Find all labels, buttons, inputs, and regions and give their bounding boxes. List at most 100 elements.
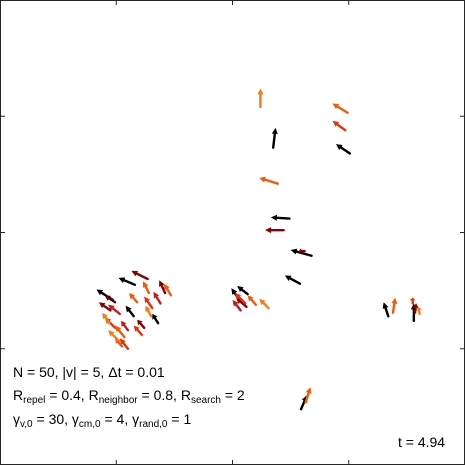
agent-arrow-head-8 [290, 248, 298, 255]
agent-arrow-head-45 [412, 303, 419, 308]
agent-arrow-39 [237, 285, 249, 296]
agent-arrow-shaft-27 [146, 309, 153, 318]
gamma-rand-symbol: γ [132, 411, 140, 427]
agent-arrow-shaft-33 [131, 295, 139, 304]
agent-arrow-head-32 [152, 313, 158, 320]
r-repel-value: = 0.4, [45, 387, 89, 403]
agent-arrow-10 [284, 275, 302, 285]
agent-arrow-40 [232, 299, 242, 312]
agent-arrow-shaft-1 [271, 132, 277, 149]
agent-arrow-shaft-41 [384, 306, 390, 318]
agent-arrow-shaft-39 [240, 288, 249, 296]
agent-arrow-head-31 [163, 283, 170, 291]
agent-arrow-25 [133, 325, 144, 336]
agent-arrow-head-3 [332, 103, 340, 110]
agent-arrow-23 [125, 305, 135, 318]
agent-arrow-30 [159, 280, 167, 295]
agent-arrow-head-39 [237, 285, 244, 293]
gamma-cm-symbol: γ [71, 411, 79, 427]
agent-arrow-15 [108, 304, 121, 316]
r-search-subscript: search [190, 395, 221, 406]
agent-arrow-shaft-21 [117, 340, 124, 348]
agent-arrow-41 [382, 302, 390, 318]
agent-arrow-24 [137, 319, 146, 330]
agent-arrow-0 [257, 88, 264, 109]
agent-arrow-head-19 [120, 320, 127, 327]
agent-arrow-head-27 [145, 305, 151, 312]
agent-arrow-head-11 [131, 270, 139, 277]
agent-arrow-37 [247, 295, 257, 306]
agent-arrow-head-36 [234, 292, 242, 300]
agent-arrow-head-6 [270, 214, 278, 221]
agent-arrow-head-15 [108, 304, 115, 311]
agent-arrow-head-17 [115, 325, 122, 333]
agent-arrow-head-34 [231, 288, 238, 295]
agent-arrow-11 [131, 270, 149, 281]
agent-arrow-shaft-2 [336, 123, 347, 132]
agent-arrow-shaft-5 [263, 178, 280, 185]
agent-arrow-shaft-20 [122, 341, 130, 350]
agent-arrow-head-0 [257, 88, 264, 95]
gamma-v-subscript: v,0 [20, 419, 33, 430]
agent-arrow-head-26 [144, 296, 151, 304]
agent-arrow-head-41 [382, 302, 389, 309]
agent-arrow-shaft-38 [262, 301, 270, 310]
r-repel-subscript: repel [23, 395, 46, 406]
agent-arrow-45 [412, 303, 419, 314]
agent-arrow-head-49 [104, 295, 111, 301]
agent-arrow-shaft-36 [237, 295, 247, 305]
agent-arrow-shaft-8 [295, 250, 313, 257]
agent-arrow-9 [298, 248, 306, 255]
agent-arrow-head-18 [102, 312, 108, 320]
agent-arrow-head-28 [153, 291, 160, 299]
agent-arrow-19 [120, 320, 130, 332]
agent-arrow-36 [234, 292, 247, 305]
agent-arrow-shaft-40 [234, 303, 242, 312]
agent-arrow-shaft-25 [136, 328, 144, 336]
agent-arrow-44 [409, 297, 416, 305]
agent-arrow-29 [142, 281, 151, 295]
agent-arrow-shaft-6 [275, 216, 291, 220]
agent-arrow-head-7 [265, 227, 272, 234]
agent-arrow-49 [104, 295, 117, 304]
gamma-rand-subscript: rand,0 [139, 419, 168, 430]
gamma-v-value: = 30, [32, 411, 72, 427]
agent-arrow-shaft-23 [128, 309, 135, 318]
agent-arrow-head-1 [271, 127, 278, 135]
agent-arrows [96, 88, 422, 411]
parameters-line-1: N = 50, |v| = 5, Δt = 0.01 [13, 364, 165, 380]
agent-arrow-31 [163, 283, 173, 297]
agent-arrow-26 [144, 296, 154, 310]
r-neighbor-value: = 0.8, [137, 387, 181, 403]
r-search-value: = 2 [220, 387, 245, 403]
agent-arrow-head-9 [298, 248, 302, 255]
agent-arrow-head-33 [129, 292, 135, 300]
agent-arrow-shaft-4 [339, 146, 352, 155]
agent-arrow-head-14 [98, 302, 106, 309]
agent-arrow-head-4 [335, 144, 343, 150]
agent-arrow-47 [304, 387, 312, 404]
agent-arrow-shaft-42 [391, 302, 396, 314]
gamma-cm-value: = 4, [100, 411, 133, 427]
agent-arrow-shaft-11 [135, 272, 149, 281]
gamma-rand-value: = 1 [167, 411, 192, 427]
agent-arrow-head-38 [259, 298, 266, 306]
gamma-cm-subscript: cm,0 [78, 419, 101, 430]
agent-arrow-head-44 [409, 297, 416, 301]
agent-arrow-8 [290, 248, 313, 257]
agent-arrow-38 [259, 298, 270, 310]
agent-arrow-7 [265, 227, 285, 234]
agent-arrow-shaft-46 [299, 399, 306, 411]
r-repel-symbol: R [13, 387, 24, 403]
agent-arrow-shaft-35 [239, 300, 248, 309]
agent-arrow-head-37 [247, 295, 254, 302]
agent-arrow-3 [332, 103, 349, 114]
agent-arrow-12 [118, 277, 137, 287]
agent-arrow-shaft-30 [160, 284, 167, 295]
agent-arrow-shaft-14 [102, 304, 112, 312]
agent-arrow-shaft-3 [336, 105, 349, 114]
agent-arrow-22 [108, 330, 119, 341]
agent-arrow-48 [416, 306, 422, 316]
